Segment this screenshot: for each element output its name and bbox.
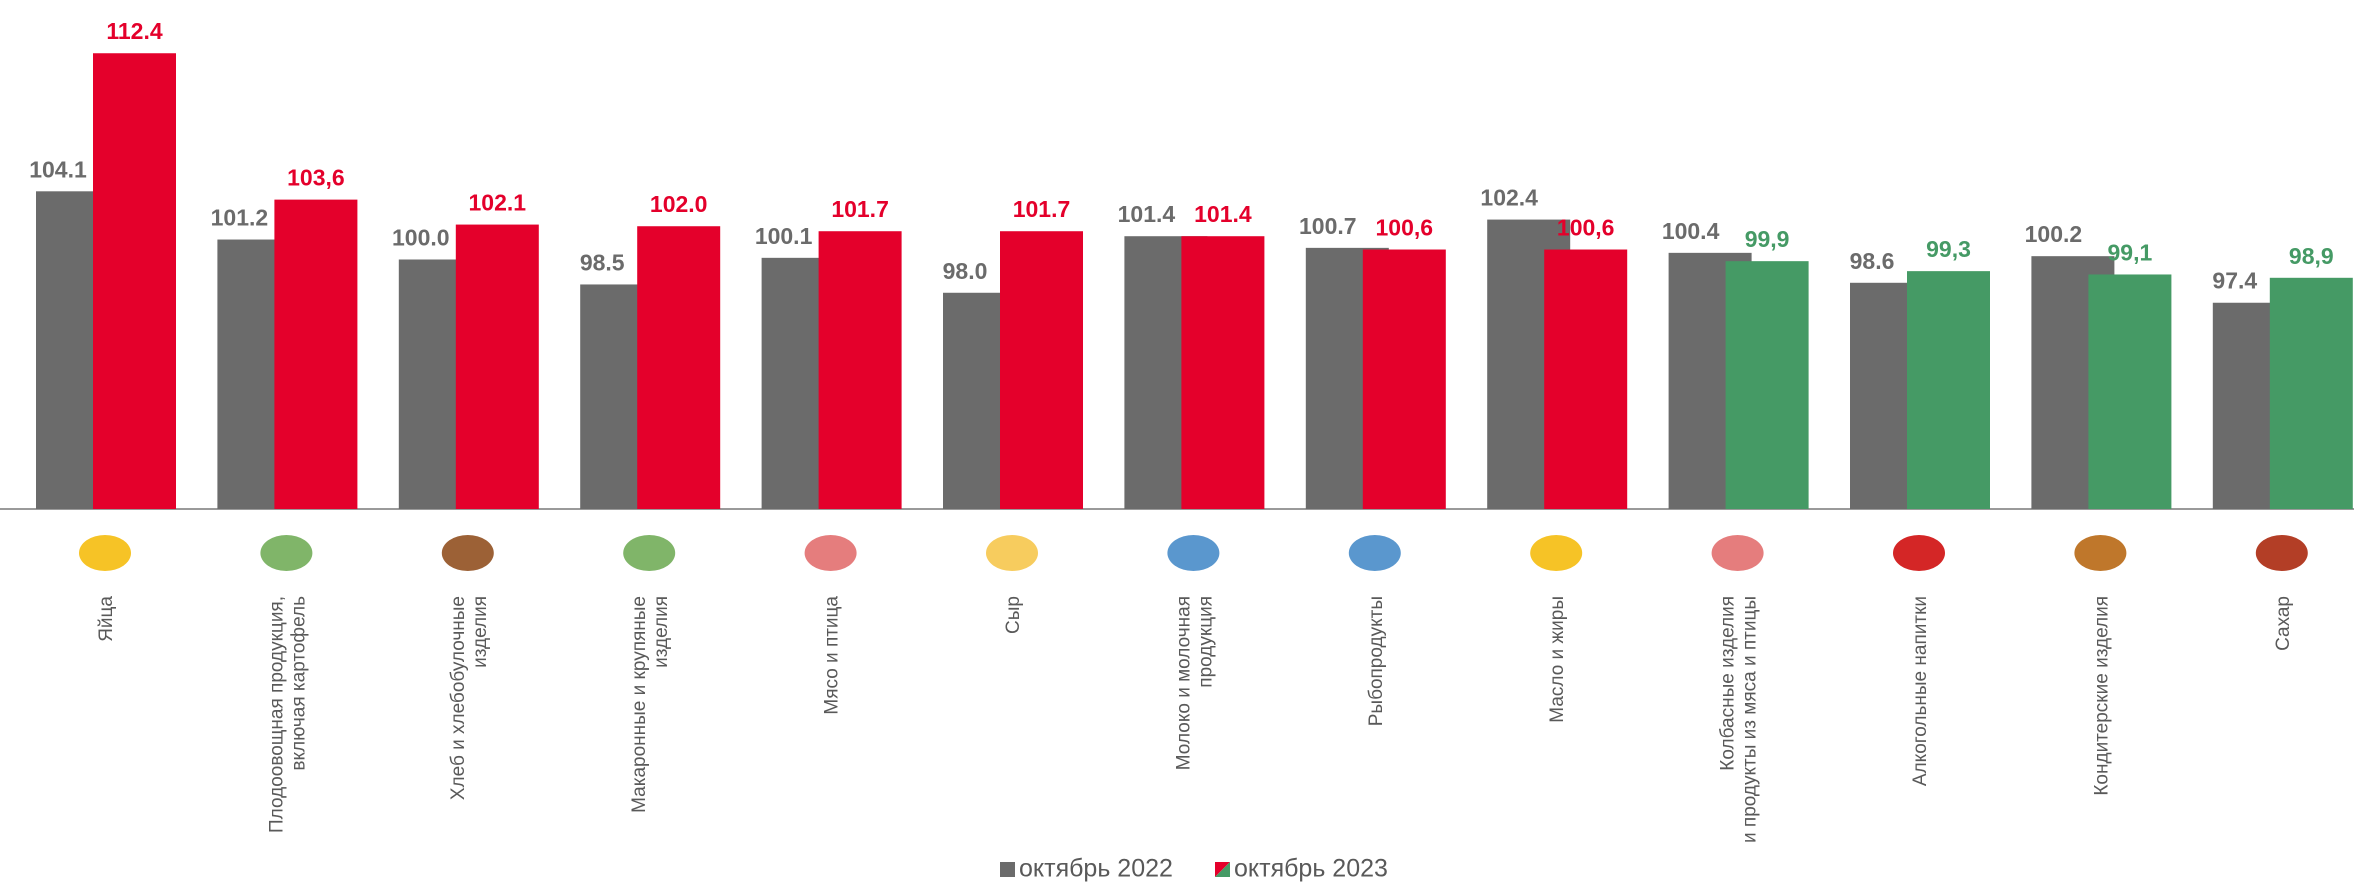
value-label: 100.1	[755, 223, 813, 249]
legend-label: октябрь 2023	[1234, 855, 1388, 883]
value-label: 112.4	[106, 18, 162, 44]
value-label: 102.1	[469, 190, 527, 216]
value-label: 100,6	[1376, 215, 1434, 241]
value-label: 99,9	[1745, 226, 1790, 252]
bar	[93, 53, 176, 509]
legend-label: октябрь 2022	[1019, 855, 1173, 883]
x-tick-label: Сахар	[2273, 596, 2294, 651]
x-tick-label: Рыбопродукты	[1366, 596, 1387, 726]
icon	[1711, 535, 1764, 571]
icon	[2255, 535, 2308, 571]
x-tick-label: Хлеб и хлебобулочныеизделия	[448, 596, 491, 800]
bar	[818, 231, 902, 509]
value-label: 103,6	[287, 165, 345, 191]
icon	[1167, 535, 1220, 571]
bar	[1362, 249, 1446, 509]
bar	[1725, 261, 1809, 509]
value-label: 101.2	[211, 205, 269, 231]
value-label: 101.7	[1013, 196, 1071, 222]
bar	[2269, 277, 2353, 509]
value-label: 102.0	[650, 191, 708, 217]
x-tick-label: Алкогольные напитки	[1910, 596, 1931, 786]
value-label: 100.7	[1299, 213, 1357, 239]
icon	[260, 535, 313, 571]
value-label: 98.0	[943, 258, 988, 284]
value-label: 99,3	[1926, 236, 1971, 262]
icon	[1530, 535, 1583, 571]
bar	[1907, 271, 1990, 509]
x-tick-label: Мясо и птица	[822, 596, 843, 715]
value-label: 100.0	[392, 225, 450, 251]
x-tick-label: Молоко и молочнаяпродукция	[1173, 596, 1216, 770]
icon	[79, 535, 131, 571]
value-label: 99,1	[2108, 239, 2153, 265]
value-label: 97.4	[2212, 268, 2257, 294]
x-tick-label: Макаронные и крупяныеизделия	[629, 596, 672, 813]
icon	[623, 535, 676, 571]
value-label: 104.1	[29, 156, 87, 182]
bar	[1000, 231, 1083, 509]
x-tick-label: Масло и жиры	[1547, 596, 1568, 723]
value-label: 98.5	[580, 249, 625, 275]
icon	[986, 535, 1038, 571]
value-label: 100,6	[1557, 215, 1615, 241]
bar	[1544, 249, 1628, 509]
bar	[274, 199, 358, 509]
value-label: 98,9	[2289, 243, 2334, 269]
bar	[1181, 236, 1265, 510]
bar	[455, 224, 539, 509]
icon	[804, 535, 857, 571]
icon	[2074, 535, 2127, 571]
icon	[1893, 535, 1945, 571]
value-label: 100.2	[2025, 221, 2083, 247]
value-label: 98.6	[1850, 248, 1895, 274]
legend-swatch	[1000, 862, 1015, 877]
x-tick-label: Яйца	[96, 596, 117, 642]
icon	[1348, 535, 1401, 571]
value-label: 101.7	[831, 196, 889, 222]
value-label: 100.4	[1662, 218, 1720, 244]
x-tick-label: Плодоовощная продукция,включая картофель	[266, 596, 309, 833]
x-tick-label: Сыр	[1003, 596, 1024, 634]
value-label: 101.4	[1194, 201, 1252, 227]
legend-swatch	[1215, 862, 1230, 877]
x-tick-label: Колбасные изделияи продукты из мяса и пт…	[1718, 596, 1761, 843]
bar	[2088, 274, 2172, 509]
x-tick-label: Кондитерские изделия	[2091, 596, 2112, 796]
icon	[441, 535, 494, 571]
bar	[637, 226, 721, 509]
value-label: 101.4	[1118, 201, 1176, 227]
value-label: 102.4	[1480, 185, 1538, 211]
